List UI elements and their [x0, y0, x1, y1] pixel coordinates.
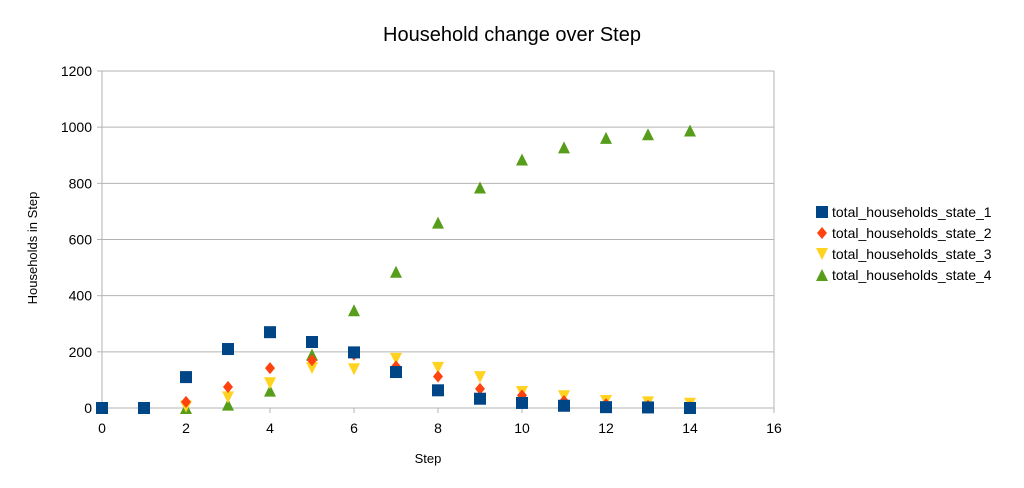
data-point-series-3 [264, 377, 276, 390]
data-point-series-4 [516, 153, 528, 166]
data-point-series-1 [180, 371, 192, 384]
data-point-series-1 [222, 343, 234, 356]
data-point-series-2 [223, 380, 233, 393]
y-tick-label: 1200 [61, 63, 92, 79]
data-point-series-2 [475, 382, 485, 395]
data-point-series-1 [600, 401, 612, 414]
data-point-series-4 [684, 124, 696, 137]
x-tick-label: 6 [350, 420, 358, 436]
x-tick-label: 16 [766, 420, 782, 436]
data-point-series-1 [264, 326, 276, 339]
legend-item-3: total_households_state_3 [816, 246, 992, 262]
data-point-series-2 [181, 395, 191, 408]
data-point-series-4 [600, 131, 612, 144]
y-tick-label: 0 [84, 400, 92, 416]
data-point-series-3 [432, 361, 444, 374]
data-point-series-3 [474, 371, 486, 384]
x-axis-title: Step [415, 451, 442, 466]
data-point-series-1 [516, 396, 528, 409]
data-point-series-1 [306, 336, 318, 349]
x-tick-label: 10 [514, 420, 530, 436]
data-point-series-2 [433, 370, 443, 383]
data-point-series-1 [684, 402, 696, 414]
gridlines [102, 70, 774, 409]
y-tick-label: 800 [69, 175, 93, 191]
data-point-series-4 [558, 141, 570, 154]
data-point-series-3 [222, 391, 234, 404]
data-point-series-1 [96, 402, 108, 414]
legend-item-2: total_households_state_2 [817, 225, 992, 241]
legend-label-4: total_households_state_4 [832, 267, 992, 283]
y-tick-label: 200 [69, 344, 93, 360]
legend-label-1: total_households_state_1 [832, 204, 992, 220]
data-point-series-1 [138, 402, 150, 414]
data-point-series-3 [348, 363, 360, 376]
legend-marker-1 [816, 206, 828, 218]
data-point-series-1 [642, 401, 654, 414]
y-tick-label: 1000 [61, 119, 92, 135]
tick-labels: 0 200 400 600 800 1000 1200 0 2 4 6 8 10 12 14 16 [61, 63, 782, 436]
x-tick-label: 8 [434, 420, 442, 436]
data-point-series-2 [307, 354, 317, 367]
legend-marker-2 [817, 227, 827, 239]
legend-item-4: total_households_state_4 [816, 267, 992, 283]
x-tick-label: 12 [598, 420, 614, 436]
x-tick-label: 14 [682, 420, 698, 436]
axes [97, 70, 775, 413]
legend-label-2: total_households_state_2 [832, 225, 992, 241]
data-point-series-4 [222, 398, 234, 411]
legend-marker-4 [816, 269, 828, 281]
data-point-series-4 [432, 216, 444, 229]
data-point-series-4 [348, 304, 360, 317]
data-point-series-4 [474, 181, 486, 194]
data-point-series-3 [390, 352, 402, 365]
y-tick-label: 400 [69, 288, 93, 304]
data-point-series-4 [642, 128, 654, 141]
legend-item-1: total_households_state_1 [816, 204, 992, 220]
x-tick-label: 4 [266, 420, 274, 436]
legend-label-3: total_households_state_3 [832, 246, 992, 262]
data-point-series-1 [432, 384, 444, 397]
data-point-series-1 [474, 392, 486, 405]
data-point-series-1 [558, 399, 570, 412]
x-tick-label: 0 [98, 420, 106, 436]
data-point-series-3 [306, 362, 318, 375]
data-points [96, 124, 696, 414]
data-point-series-1 [390, 366, 402, 379]
data-point-series-2 [265, 362, 275, 375]
legend-marker-3 [816, 248, 828, 260]
y-tick-label: 600 [69, 232, 93, 248]
chart-title: Household change over Step [383, 24, 641, 46]
legend: total_households_state_1 total_households… [816, 204, 992, 283]
x-tick-label: 2 [182, 420, 190, 436]
data-point-series-4 [390, 265, 402, 278]
data-point-series-1 [348, 346, 360, 359]
data-point-series-4 [264, 384, 276, 397]
y-axis-title: Households in Step [25, 192, 40, 305]
